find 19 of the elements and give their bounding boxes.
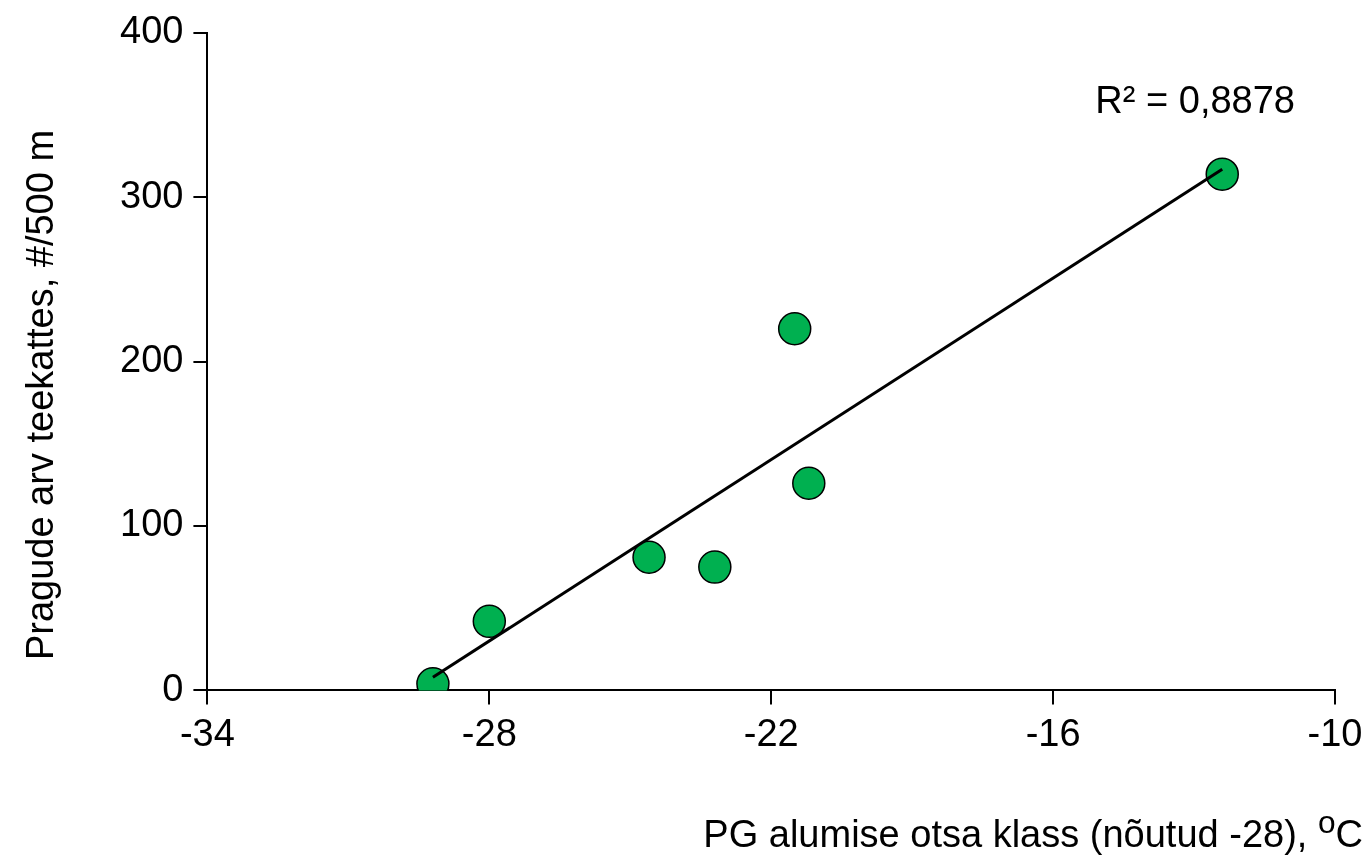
y-tick-label: 400 xyxy=(120,9,184,52)
y-tick-label: 200 xyxy=(120,338,184,381)
point xyxy=(698,550,732,584)
x-tick-label: -28 xyxy=(461,711,517,754)
y-axis-title: Pragude arv teekattes, #/500 m xyxy=(18,129,62,661)
x-tick-label: -10 xyxy=(1307,711,1363,754)
x-tick-label: -16 xyxy=(1025,711,1081,754)
annotation: R² = 0,8878 xyxy=(1095,79,1295,122)
point xyxy=(777,311,812,346)
x-tick-label: -22 xyxy=(743,711,799,754)
x-axis-title: PG alumise otsa klass (nõutud -28), $^{o}$C xyxy=(703,804,1363,856)
y-tick-label: 0 xyxy=(162,666,184,709)
point xyxy=(1205,157,1239,191)
y-tick-label: 100 xyxy=(120,502,184,545)
x-tick-label: -34 xyxy=(179,711,235,754)
point xyxy=(632,540,666,574)
point xyxy=(792,466,826,501)
y-tick-label: 300 xyxy=(120,173,184,216)
point xyxy=(472,604,507,639)
